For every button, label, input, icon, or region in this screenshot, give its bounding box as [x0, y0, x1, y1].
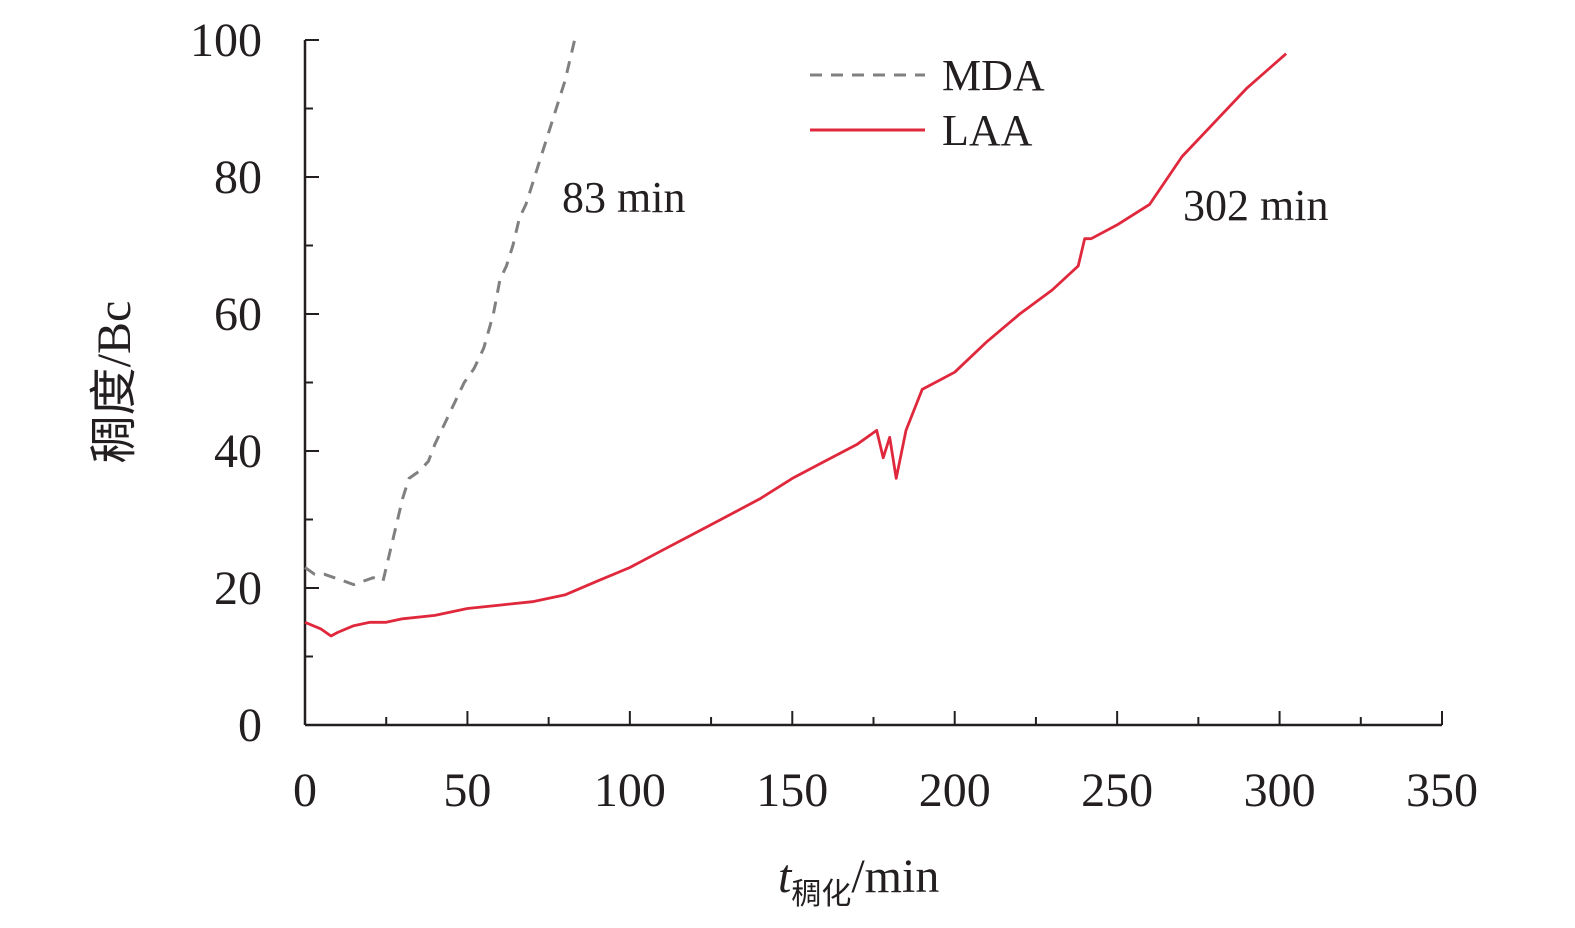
x-axis-label-unit: /min [851, 850, 939, 903]
series-line-mda [304, 39, 577, 587]
y-tick-label: 80 [214, 151, 262, 204]
y-ticks: 0 20 40 60 80 100 [190, 14, 319, 752]
series-line-laa [304, 52, 1288, 638]
y-tick-label: 40 [214, 425, 262, 478]
y-tick-label: 60 [214, 288, 262, 341]
annotation-laa-time: 302 min [1183, 181, 1328, 230]
axes [303, 40, 1442, 727]
x-axis-label: t稠化/min [778, 850, 939, 911]
legend-label-mda: MDA [942, 51, 1045, 100]
y-tick-label: 100 [190, 14, 262, 67]
x-tick-label: 350 [1406, 764, 1478, 817]
annotation-mda-time: 83 min [562, 173, 685, 222]
x-tick-label: 50 [443, 764, 491, 817]
series-layer [304, 39, 1288, 638]
y-tick-label: 20 [214, 562, 262, 615]
x-tick-label: 0 [293, 764, 317, 817]
y-axis-label: 稠度/Bc [88, 301, 141, 464]
x-axis-label-sub: 稠化 [791, 878, 851, 911]
x-tick-label: 150 [756, 764, 828, 817]
x-tick-label: 300 [1244, 764, 1316, 817]
legend-label-laa: LAA [942, 106, 1033, 155]
x-tick-label: 250 [1081, 764, 1153, 817]
x-ticks: 0 50 100 150 200 250 300 350 [293, 711, 1478, 817]
x-tick-label: 200 [919, 764, 991, 817]
y-tick-label: 0 [238, 699, 262, 752]
x-axis-label-main: t [778, 850, 793, 903]
x-tick-label: 100 [594, 764, 666, 817]
legend: MDA LAA [810, 51, 1045, 155]
